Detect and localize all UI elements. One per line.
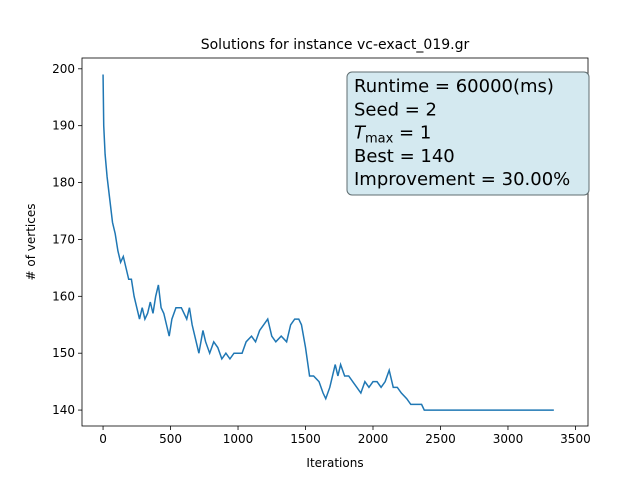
annotation-line: Best = 140 xyxy=(354,146,455,167)
annotation-line: Runtime = 60000(ms) xyxy=(354,76,554,97)
x-tick-label: 3500 xyxy=(560,432,591,446)
x-tick-label: 1000 xyxy=(223,432,254,446)
annotation-rest: = 1 xyxy=(393,123,431,144)
annotation-line: Tmax = 1 xyxy=(354,123,431,147)
x-tick-label: 2000 xyxy=(358,432,389,446)
x-tick-label: 1500 xyxy=(290,432,321,446)
x-axis-label: Iterations xyxy=(306,456,363,470)
y-axis-label: # of vertices xyxy=(24,204,38,281)
annotation-base: T xyxy=(354,123,367,144)
x-tick-label: 0 xyxy=(99,432,107,446)
annotation-box xyxy=(346,71,590,196)
y-tick-label: 170 xyxy=(52,232,75,246)
annotation-sub: max xyxy=(365,132,394,147)
plot-frame xyxy=(81,57,589,427)
y-tick-label: 180 xyxy=(52,176,75,190)
y-tick-label: 160 xyxy=(52,289,75,303)
y-tick-label: 140 xyxy=(52,403,75,417)
y-tick-label: 150 xyxy=(52,346,75,360)
y-tick-label: 190 xyxy=(52,119,75,133)
x-tick-label: 3000 xyxy=(493,432,524,446)
x-tick-label: 2500 xyxy=(425,432,456,446)
y-tick-label: 200 xyxy=(52,62,75,76)
data-line xyxy=(102,74,554,411)
annotation-line: Improvement = 30.00% xyxy=(354,169,570,190)
x-tick-label: 500 xyxy=(159,432,182,446)
chart-title: Solutions for instance vc-exact_019.gr xyxy=(201,37,470,53)
annotation-line: Seed = 2 xyxy=(354,99,437,120)
